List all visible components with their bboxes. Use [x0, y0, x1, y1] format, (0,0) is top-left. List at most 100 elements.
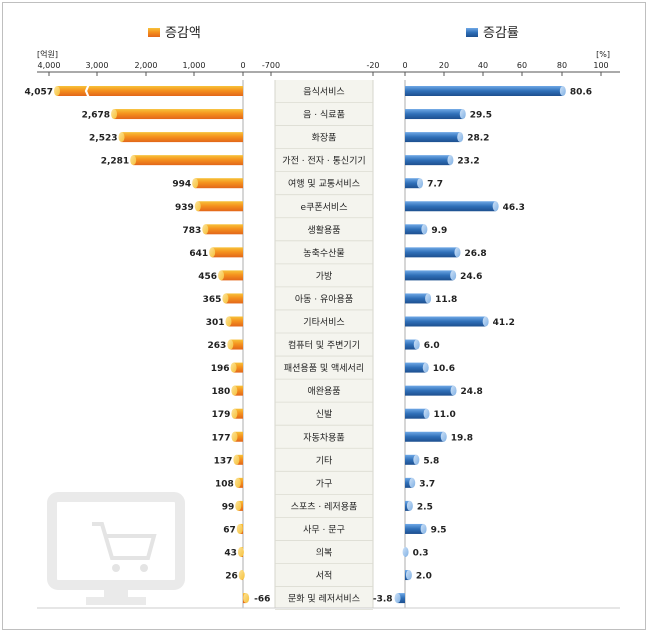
- amount-value-label: 108: [215, 479, 234, 489]
- chart-row: 스포츠 · 레저용품 99 2.5: [222, 500, 433, 518]
- chart-row: 신발 179 11.0: [212, 408, 456, 426]
- rate-tick-label: 20: [439, 61, 449, 70]
- amount-bar-cap: [237, 547, 244, 557]
- rate-bar-cap: [420, 523, 427, 534]
- amount-bar-cap: [231, 431, 238, 442]
- category-label: 자동차용품: [303, 431, 344, 443]
- amount-value-label: 43: [224, 549, 237, 559]
- chart-row: 패션용품 및 액세서리 196 10.6: [211, 362, 455, 380]
- rate-bar-cap: [492, 201, 499, 212]
- rate-bar: [405, 408, 427, 419]
- amount-bar-cap: [222, 293, 229, 304]
- amount-value-label: 456: [198, 272, 217, 282]
- rate-value-label: 28.2: [467, 134, 489, 144]
- rate-tick-label: 100: [593, 61, 608, 70]
- category-label: 기타: [316, 455, 333, 466]
- chart-row: 기타서비스 301 41.2: [206, 316, 515, 334]
- rate-bar-cap: [440, 431, 447, 442]
- rate-value-label: 29.5: [470, 111, 492, 121]
- rate-bar-cap: [406, 500, 413, 511]
- rate-bar-cap: [417, 178, 424, 189]
- rate-value-label: 9.9: [431, 226, 447, 236]
- amount-bar-cap: [54, 86, 60, 96]
- rate-bar: [405, 178, 421, 189]
- chart-row: 가구 108 3.7: [215, 477, 435, 495]
- chart-row: 컴퓨터 및 주변기기 263 6.0: [208, 339, 440, 357]
- rate-bar: [405, 362, 426, 373]
- amount-bar: [221, 270, 243, 281]
- chart-row: 농축수산물 641 26.8: [189, 247, 487, 265]
- amount-bar: [121, 132, 243, 143]
- rate-bar: [405, 523, 424, 534]
- rate-bar-cap: [482, 316, 489, 327]
- amount-unit-label: [억원]: [37, 49, 58, 59]
- chart-row: 아동 · 유아용품 365 11.8: [203, 293, 457, 311]
- rate-value-label: 26.8: [464, 249, 486, 259]
- rate-tick-label: 60: [517, 61, 527, 70]
- chart-row: 기타 137 5.8: [214, 454, 439, 472]
- amount-bar-cap: [230, 362, 237, 373]
- category-label: 신발: [316, 409, 333, 420]
- amount-tick-label: 0: [240, 61, 245, 70]
- category-label: 가구: [316, 478, 333, 489]
- rate-value-label: 11.0: [434, 410, 456, 420]
- amount-bar-cap: [202, 224, 209, 235]
- amount-bar-cap: [231, 385, 238, 396]
- amount-bar: [225, 293, 243, 304]
- legend-rate-swatch: [466, 28, 478, 37]
- amount-bar: [234, 408, 243, 419]
- amount-tick-label: 4,000: [38, 61, 61, 70]
- rate-bar: [405, 431, 444, 442]
- amount-value-label: 4,057: [25, 88, 53, 98]
- amount-value-label: 26: [225, 572, 238, 582]
- category-label: 생활용품: [307, 224, 340, 236]
- rate-bar: [405, 316, 486, 327]
- amount-value-label: 179: [212, 410, 231, 420]
- chart-row: 가방 456 24.6: [198, 270, 482, 288]
- rate-bar-cap: [454, 247, 461, 258]
- amount-tick-label: 3,000: [86, 61, 109, 70]
- amount-bar: [236, 454, 243, 465]
- amount-bar-cap: [243, 593, 250, 604]
- chart-row: 사무 · 문구 67 9.5: [223, 523, 447, 541]
- amount-value-label: -66: [254, 595, 270, 605]
- rate-value-label: 0.3: [413, 549, 429, 559]
- rate-value-label: 2.5: [417, 502, 433, 512]
- amount-value-label: 99: [222, 502, 235, 512]
- rate-bar-cap: [402, 547, 409, 557]
- category-label: 화장품: [312, 133, 337, 144]
- chart-row: 음 · 식료품 2,678 29.5: [82, 109, 492, 126]
- chart-row: 애완용품 180 24.8: [212, 385, 483, 403]
- rate-value-label: 24.8: [461, 387, 483, 397]
- amount-axis: 4,000 3,000 2,000 1,000 0 -700: [38, 61, 280, 76]
- rate-bar: [405, 86, 563, 96]
- amount-bar-cap: [235, 500, 242, 511]
- amount-bar: [234, 385, 243, 396]
- chart-row: 가전 · 전자 · 통신기기 2,281 23.2: [101, 155, 480, 173]
- amount-bar: [205, 224, 243, 235]
- amount-value-label: 67: [223, 525, 236, 535]
- amount-bar: [114, 109, 244, 120]
- category-label: e쿠폰서비스: [301, 202, 348, 213]
- amount-bar: [228, 316, 243, 327]
- rate-value-label: 7.7: [427, 180, 443, 190]
- rate-bar-cap: [425, 293, 432, 304]
- legend-amount-label: 증감액: [165, 26, 201, 41]
- rate-value-label: 80.6: [570, 88, 592, 98]
- chart-row: 서적 26 2.0: [225, 570, 432, 587]
- amount-bar-cap: [225, 316, 232, 327]
- amount-bar: [234, 431, 243, 442]
- rate-value-label: 41.2: [493, 318, 515, 328]
- category-label: 컴퓨터 및 주변기기: [288, 339, 360, 351]
- rate-tick-label: 40: [478, 61, 488, 70]
- category-label: 가방: [316, 271, 333, 282]
- category-label: 애완용품: [307, 386, 340, 397]
- rate-value-label: 10.6: [433, 364, 455, 374]
- rate-bar-cap: [559, 86, 566, 96]
- rate-bar-cap: [413, 454, 420, 465]
- amount-value-label: 196: [211, 364, 230, 374]
- rate-bar-cap: [409, 477, 416, 488]
- amount-tick-label: 2,000: [135, 61, 158, 70]
- category-label: 사무 · 문구: [303, 524, 345, 535]
